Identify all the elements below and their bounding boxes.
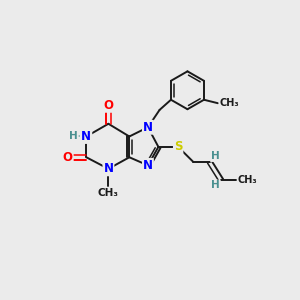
Text: H: H [211, 151, 220, 161]
Text: CH₃: CH₃ [238, 176, 257, 185]
Text: S: S [174, 140, 182, 153]
Text: N: N [103, 162, 113, 175]
Text: N: N [81, 130, 91, 143]
Text: CH₃: CH₃ [219, 98, 239, 108]
Text: CH₃: CH₃ [98, 188, 119, 198]
Text: O: O [103, 99, 113, 112]
Text: N: N [143, 121, 153, 134]
Text: H: H [69, 131, 78, 142]
Text: O: O [63, 151, 73, 164]
Text: H: H [211, 181, 220, 190]
Text: N: N [143, 159, 153, 172]
